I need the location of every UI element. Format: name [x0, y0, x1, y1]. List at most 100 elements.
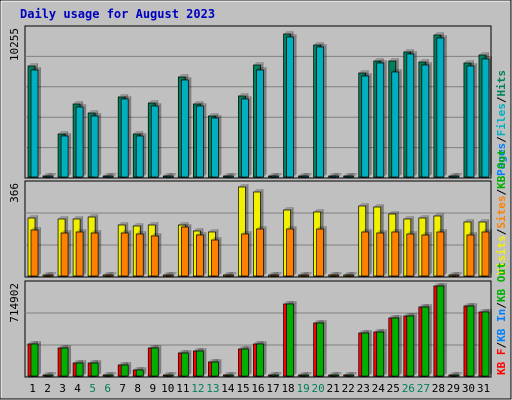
legend-entry: /: [495, 302, 508, 309]
bar-kb-out-day-2-top: [46, 372, 57, 375]
bar-visits-day-22-top: [343, 272, 354, 275]
bar-visits-day-23-top: [358, 203, 369, 206]
bar-kb-out-day-16-top: [256, 341, 267, 344]
bar-kb-out-day-13-top: [211, 359, 222, 362]
bar-sites-day-2-side: [53, 272, 57, 276]
bar-sites-day-7-side: [128, 230, 132, 276]
bar-hits-day-29-top: [448, 173, 459, 176]
bar-files-day-9-top: [151, 103, 162, 106]
bar-files-day-8: [135, 135, 144, 178]
legend-entry: /: [495, 228, 508, 235]
bar-files-day-1-side: [38, 67, 41, 177]
bar-sites-day-18: [286, 228, 294, 277]
bar-files-day-27: [421, 64, 430, 178]
y-max-label: 366: [8, 183, 21, 203]
bar-kb-out-day-10-top: [166, 372, 177, 375]
bar-files-day-4: [75, 106, 84, 178]
bar-visits-day-20-top: [313, 209, 324, 212]
bar-kb-f-day-29-top: [448, 372, 459, 375]
bar-kb-out-day-16-side: [263, 341, 267, 376]
x-tick-label: 15: [236, 382, 249, 395]
bar-files-day-9: [150, 105, 159, 178]
bar-kb-f-day-5-top: [88, 360, 99, 363]
bar-kb-out-day-9-side: [158, 345, 162, 376]
bar-kb-out-day-6-side: [113, 372, 117, 376]
bar-kb-out-day-6: [105, 374, 114, 377]
legend-entry: Sites: [495, 196, 508, 229]
bar-kb-f-day-3-top: [58, 345, 69, 348]
bar-files-day-4-side: [83, 104, 87, 177]
bar-files-day-23-top: [361, 73, 372, 76]
bar-files-day-13-top: [211, 115, 222, 118]
bar-kb-f-day-17-top: [268, 372, 279, 375]
x-tick-label: 7: [119, 382, 126, 395]
bar-visits-day-16-top: [253, 189, 264, 192]
x-tick-label: 18: [281, 382, 294, 395]
bar-files-day-11: [180, 79, 189, 178]
bar-files-day-29: [451, 175, 460, 178]
bar-files-day-26: [406, 53, 415, 178]
bar-hits-day-4-top: [73, 101, 84, 104]
bar-kb-f-day-18-top: [283, 301, 294, 304]
bar-sites-day-30: [466, 234, 475, 277]
bar-files-day-7: [120, 98, 129, 178]
bar-sites-day-8: [135, 233, 144, 277]
bar-visits-day-11-top: [178, 222, 189, 225]
bar-sites-day-17-side: [278, 272, 282, 276]
bar-kb-out-day-10-side: [173, 372, 177, 376]
bar-kb-out-day-8-side: [143, 367, 147, 376]
x-tick-label: 23: [357, 382, 370, 395]
x-tick-label: 17: [266, 382, 279, 395]
bar-visits-day-5-top: [88, 214, 99, 217]
bar-sites-day-11-top: [181, 224, 192, 227]
bar-visits-day-31-top: [478, 219, 489, 222]
bar-kb-out-day-11-top: [181, 350, 192, 353]
bar-sites-day-1-side: [38, 227, 41, 276]
legend-entry: Pages: [495, 143, 508, 176]
bar-kb-f-day-21-top: [328, 372, 339, 375]
bar-sites-day-29: [451, 274, 460, 277]
bar-files-day-23-side: [368, 73, 372, 177]
bar-visits-day-9-top: [148, 222, 159, 225]
bar-sites-day-31-top: [481, 229, 492, 232]
bar-hits-day-11-top: [178, 74, 189, 77]
bar-kb-out-day-11: [180, 352, 189, 377]
bar-visits-day-6-top: [103, 272, 114, 275]
bar-kb-out-day-9-top: [151, 345, 162, 348]
bar-kb-f-day-27-top: [418, 304, 429, 307]
bar-hits-day-16-top: [253, 62, 264, 65]
legend-entry: KB Out: [495, 262, 508, 302]
bar-files-day-11-top: [181, 77, 192, 80]
bar-visits-day-8-top: [133, 223, 144, 226]
bar-kb-out-day-3: [60, 347, 69, 377]
bar-files-day-24: [376, 62, 385, 178]
bar-files-day-3-top: [61, 133, 72, 136]
bar-sites-day-4-top: [76, 229, 87, 232]
bar-kb-out-day-25-side: [398, 315, 402, 376]
bar-kb-out-day-7: [120, 364, 129, 377]
bar-kb-out-day-17-side: [278, 372, 282, 376]
bar-kb-out-day-20-side: [323, 320, 327, 376]
bar-files-day-1: [30, 69, 39, 178]
bar-kb-out-day-27-side: [428, 304, 432, 376]
legend-visits-sites: Visits/Sites/KB Out: [495, 149, 508, 275]
bar-kb-out-day-21: [331, 374, 339, 377]
bar-sites-day-15-top: [241, 231, 252, 234]
bar-hits-day-2-top: [43, 173, 54, 176]
bar-kb-f-day-1-top: [28, 341, 38, 344]
bar-kb-f-day-31-top: [478, 309, 489, 312]
bar-kb-out-day-2: [45, 374, 54, 377]
bar-kb-out-day-21-side: [338, 372, 342, 376]
bar-hits-day-12-top: [193, 101, 204, 104]
bar-sites-day-5-top: [91, 230, 102, 233]
bar-files-day-20: [316, 46, 324, 178]
bar-sites-day-28-top: [436, 229, 447, 232]
bar-sites-day-25-top: [391, 229, 402, 232]
bar-sites-day-25: [391, 231, 400, 277]
bar-kb-out-day-28-side: [443, 283, 447, 376]
bar-hits-day-26-top: [403, 49, 414, 52]
bar-sites-day-30-side: [473, 232, 477, 276]
bar-sites-day-17: [271, 274, 279, 277]
bar-kb-out-day-29: [451, 374, 460, 377]
